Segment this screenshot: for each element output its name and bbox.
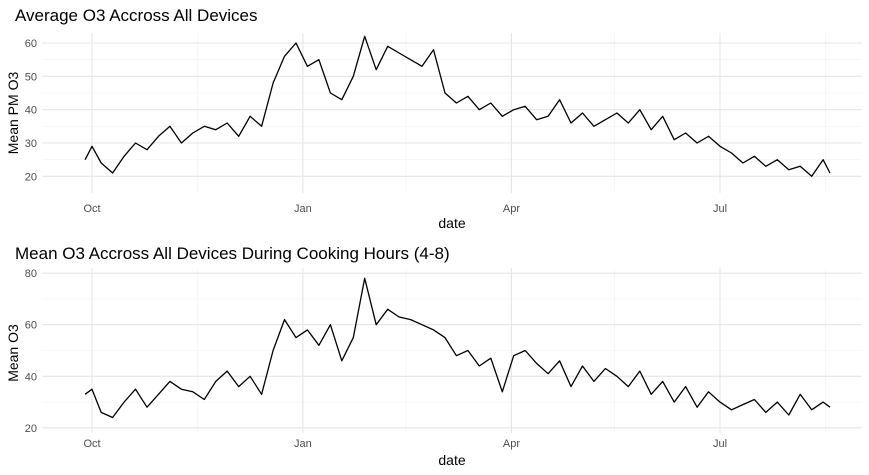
top-chart-y-axis-label: Mean PM O3 xyxy=(5,72,21,155)
bottom-chart-y-tick-label: 40 xyxy=(25,371,37,383)
top-chart-panel: Average O3 Accross All Devices 20 30 40 50 6… xyxy=(5,6,862,231)
bottom-chart-panel: Mean O3 Accross All Devices During Cooki… xyxy=(5,244,862,468)
top-chart-x-axis-label: date xyxy=(438,215,465,231)
top-chart-y-tick-label: 50 xyxy=(25,71,37,83)
bottom-chart-x-tick-label: Apr xyxy=(503,438,520,450)
bottom-chart-y-tick-label: 60 xyxy=(25,320,37,332)
top-chart-grid xyxy=(42,33,862,193)
top-chart-y-ticks: 20 30 40 50 60 xyxy=(25,38,37,183)
bottom-chart-y-tick-label: 20 xyxy=(25,423,37,435)
bottom-chart-x-axis-label: date xyxy=(438,452,465,468)
bottom-chart-x-tick-label: Oct xyxy=(83,438,100,450)
bottom-chart-grid xyxy=(42,268,862,433)
bottom-chart-y-tick-label: 80 xyxy=(25,268,37,280)
top-chart-x-tick-label: Oct xyxy=(83,203,100,215)
top-chart-title: Average O3 Accross All Devices xyxy=(15,6,258,25)
top-chart-y-tick-label: 20 xyxy=(25,171,37,183)
top-chart-x-tick-label: Jan xyxy=(294,203,312,215)
top-chart-y-tick-label: 40 xyxy=(25,105,37,117)
top-chart-x-ticks: Oct Jan Apr Jul xyxy=(83,203,727,215)
bottom-chart-title: Mean O3 Accross All Devices During Cooki… xyxy=(15,244,450,263)
bottom-chart-x-tick-label: Jan xyxy=(294,438,312,450)
top-chart-y-tick-label: 30 xyxy=(25,138,37,150)
bottom-chart-y-axis-label: Mean O3 xyxy=(5,324,21,382)
bottom-chart-series-line xyxy=(84,277,831,419)
top-chart-y-tick-label: 60 xyxy=(25,38,37,50)
top-chart-x-tick-label: Jul xyxy=(713,203,727,215)
top-chart-series-line xyxy=(84,35,831,177)
bottom-chart-x-tick-label: Jul xyxy=(713,438,727,450)
bottom-chart-x-ticks: Oct Jan Apr Jul xyxy=(83,438,727,450)
bottom-chart-y-ticks: 20 40 60 80 xyxy=(25,268,37,435)
top-chart-x-tick-label: Apr xyxy=(503,203,520,215)
